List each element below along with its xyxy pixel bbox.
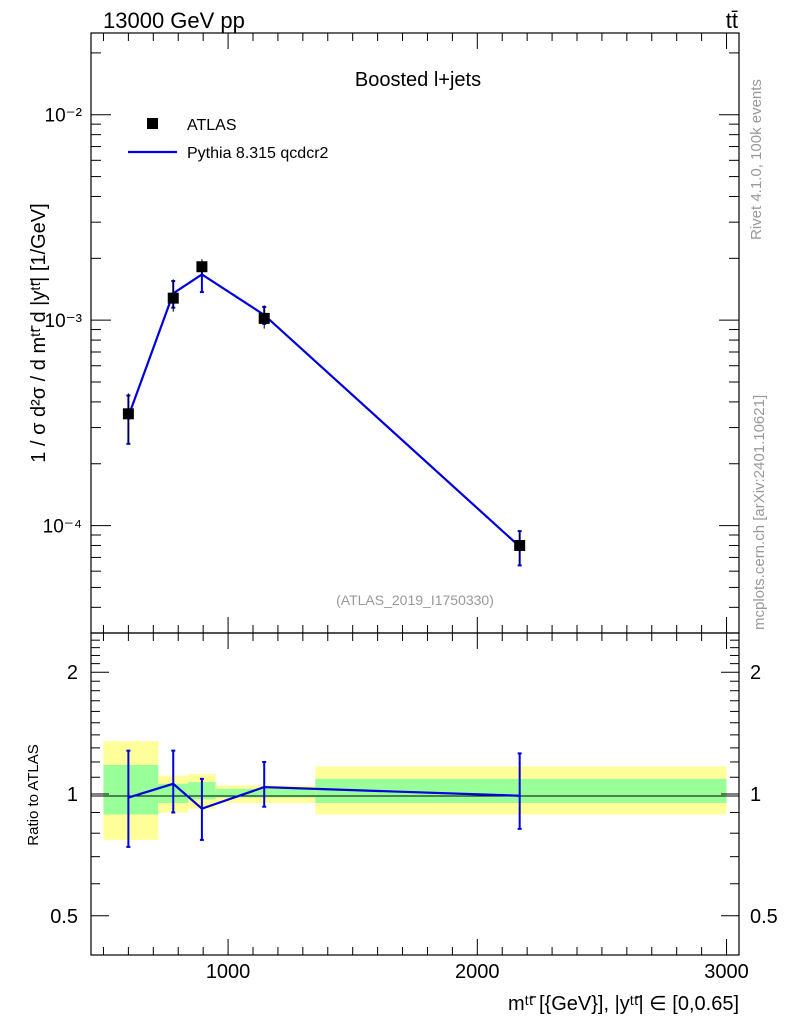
main-y-axis-title: 1 / σ d²σ / d mᵗᵗ̄ d |yᵗᵗ̄| [1/GeV] bbox=[28, 203, 50, 462]
ratio-frame bbox=[90, 632, 740, 956]
x-tick-label: 3000 bbox=[704, 961, 749, 983]
x-axis-title: mᵗᵗ̄ [{GeV}], |yᵗᵗ̄| ∈ [0,0.65] bbox=[508, 993, 739, 1015]
main-title: Boosted l+jets bbox=[355, 69, 481, 91]
ratio-data-layer bbox=[126, 749, 522, 848]
ratio-bands bbox=[103, 741, 727, 840]
ratio-y-tick-label: 1 bbox=[67, 784, 78, 806]
data-point bbox=[122, 408, 134, 420]
main-y-tick-label: 10⁻² bbox=[45, 106, 83, 127]
data-point bbox=[167, 292, 179, 304]
data-point bbox=[196, 261, 208, 273]
ratio-y-tick-label: 2 bbox=[67, 662, 78, 684]
main-data-layer bbox=[122, 259, 526, 567]
ratio-band-inner bbox=[103, 764, 159, 815]
main-plot-panel: 10⁻⁴ 10⁻³ 10⁻² Boosted l+jets (ATLAS_2019_… bbox=[43, 32, 740, 634]
ratio-plot-panel: 1000 2000 3000 0.5 0.5 1 1 2 2 bbox=[50, 632, 778, 983]
data-point bbox=[258, 312, 270, 324]
legend-atlas-label: ATLAS bbox=[187, 117, 237, 134]
x-tick-label: 2000 bbox=[455, 961, 500, 983]
main-y-tick-label: 10⁻³ bbox=[45, 311, 83, 332]
legend: ATLAS Pythia 8.315 qcdcr2 bbox=[128, 117, 329, 162]
header-left: 13000 GeV pp bbox=[103, 8, 245, 33]
ratio-band-inner bbox=[215, 788, 316, 798]
mcplots-label: mcplots.cern.ch [arXiv:2401.10621] bbox=[751, 395, 768, 630]
main-ticks: 10⁻⁴ 10⁻³ 10⁻² bbox=[43, 33, 739, 634]
ratio-y-axis-title: Ratio to ATLAS bbox=[25, 744, 42, 845]
rivet-label: Rivet 4.1.0, 100k events bbox=[748, 79, 765, 240]
ratio-y-tick-label: 0.5 bbox=[50, 906, 78, 928]
mc-line bbox=[127, 273, 521, 548]
x-tick-label: 1000 bbox=[206, 961, 251, 983]
legend-pythia-label: Pythia 8.315 qcdcr2 bbox=[187, 145, 329, 162]
main-y-tick-label: 10⁻⁴ bbox=[43, 517, 82, 538]
analysis-annotation: (ATLAS_2019_I1750330) bbox=[336, 592, 494, 608]
ratio-y-tick-label-right: 2 bbox=[750, 662, 761, 684]
ratio-y-tick-label-right: 0.5 bbox=[750, 906, 778, 928]
header-right: tt̄ bbox=[726, 8, 738, 33]
legend-atlas-marker bbox=[147, 118, 158, 129]
data-point bbox=[514, 539, 526, 551]
ratio-y-tick-label-right: 1 bbox=[750, 784, 761, 806]
